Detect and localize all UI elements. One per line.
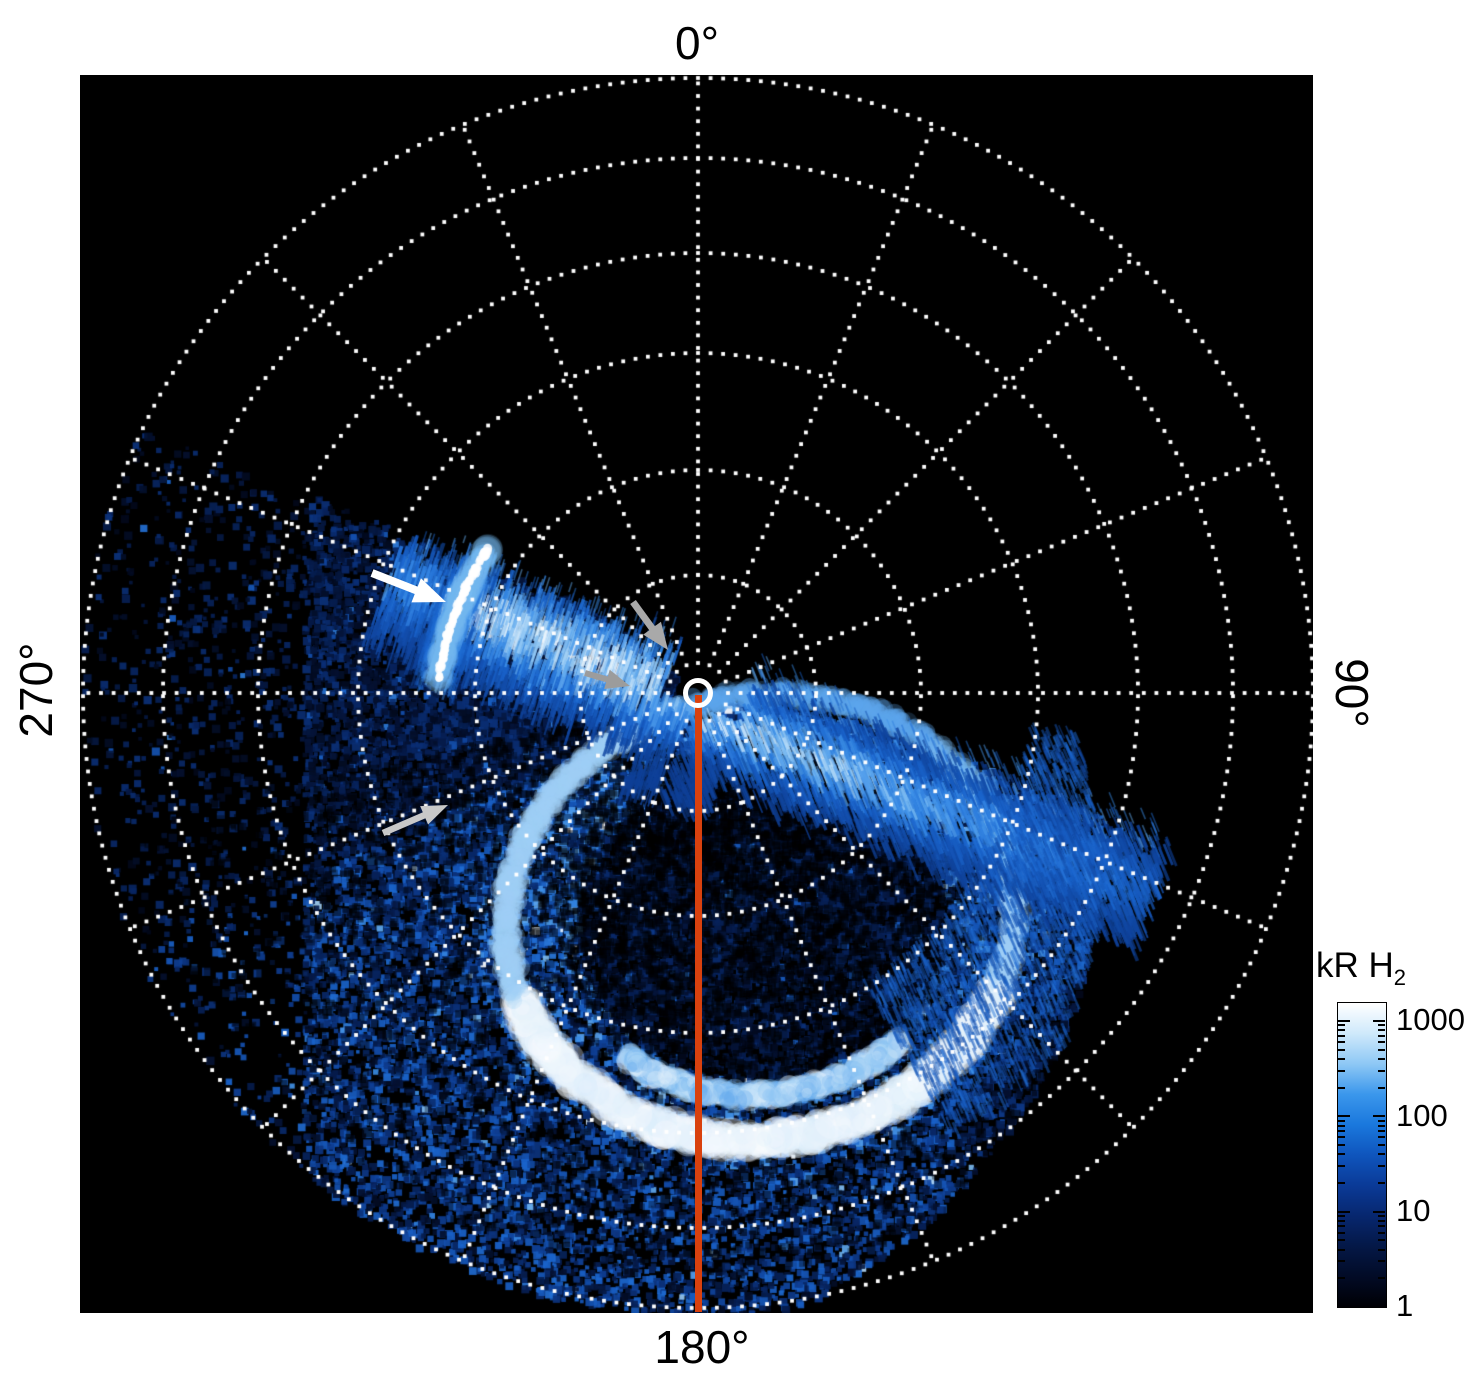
colorbar-tick — [1378, 1219, 1385, 1222]
angle-label-90: 90° — [1326, 658, 1378, 728]
meridian-line — [694, 695, 702, 1312]
colorbar-tick — [1338, 1057, 1345, 1060]
colorbar-tick — [1378, 1130, 1385, 1133]
colorbar-tick — [1378, 1041, 1385, 1044]
colorbar-tick — [1373, 1210, 1385, 1213]
colorbar-gradient — [1337, 1002, 1387, 1308]
colorbar-tick — [1378, 1214, 1385, 1217]
colorbar-tick — [1378, 1057, 1385, 1060]
colorbar-tick — [1378, 1225, 1385, 1228]
colorbar-tick — [1378, 1034, 1385, 1037]
center-pole-marker-icon — [683, 678, 713, 708]
angle-label-270: 270° — [10, 642, 62, 738]
colorbar-tick — [1373, 1115, 1385, 1118]
colorbar-title: kR H2 — [1316, 946, 1406, 991]
colorbar-tick — [1338, 1214, 1345, 1217]
colorbar-tick — [1378, 1119, 1385, 1122]
gray-arrow-upper — [630, 599, 668, 650]
colorbar-tick — [1378, 1277, 1385, 1280]
colorbar-tick — [1338, 1136, 1345, 1139]
colorbar-tick — [1338, 1225, 1345, 1228]
colorbar-tick — [1378, 1143, 1385, 1146]
colorbar-tick — [1338, 1119, 1345, 1122]
colorbar-tick — [1338, 1086, 1345, 1089]
colorbar-tick-label-10: 10 — [1396, 1193, 1431, 1228]
colorbar-tick — [1338, 1048, 1345, 1051]
angle-label-0: 0° — [675, 17, 719, 69]
colorbar-tick — [1338, 1248, 1345, 1251]
colorbar-title-main: kR H — [1316, 946, 1394, 985]
colorbar-tick — [1338, 1130, 1345, 1133]
colorbar-tick — [1338, 1239, 1345, 1242]
colorbar-tick — [1378, 1086, 1385, 1089]
colorbar-tick — [1378, 1181, 1385, 1184]
colorbar-tick — [1338, 1260, 1345, 1263]
colorbar-tick — [1338, 1165, 1345, 1168]
colorbar-tick — [1378, 1260, 1385, 1263]
colorbar-tick — [1338, 1181, 1345, 1184]
colorbar-tick — [1338, 1069, 1345, 1072]
colorbar-tick — [1338, 1024, 1345, 1027]
colorbar-tick — [1338, 1020, 1350, 1022]
colorbar-tick — [1338, 1219, 1345, 1222]
angle-label-180: 180° — [654, 1321, 750, 1373]
colorbar-tick — [1338, 1034, 1345, 1037]
colorbar-tick-label-1: 1 — [1396, 1288, 1414, 1323]
colorbar-tick — [1378, 1029, 1385, 1032]
colorbar-tick — [1378, 1024, 1385, 1027]
colorbar-tick — [1378, 1136, 1385, 1139]
colorbar-tick — [1378, 1069, 1385, 1072]
colorbar-tick — [1378, 1124, 1385, 1127]
colorbar-tick — [1338, 1041, 1345, 1044]
colorbar-tick — [1338, 1277, 1345, 1280]
colorbar-tick-label-1000: 1000 — [1396, 1002, 1465, 1037]
gray-arrow-middle — [584, 669, 630, 689]
colorbar-tick — [1378, 1239, 1385, 1242]
white-arrow — [370, 569, 446, 603]
annotation-arrows — [370, 569, 668, 836]
gray-arrow-lower — [381, 805, 448, 836]
colorbar-tick — [1378, 1153, 1385, 1156]
polar-plot-area — [80, 75, 1313, 1313]
colorbar-tick — [1378, 1231, 1385, 1234]
colorbar-tick — [1338, 1029, 1345, 1032]
colorbar-tick — [1338, 1210, 1350, 1213]
colorbar-tick — [1338, 1231, 1345, 1234]
colorbar-title-sub: 2 — [1393, 965, 1407, 990]
colorbar-tick — [1378, 1048, 1385, 1051]
colorbar-tick-label-100: 100 — [1396, 1098, 1448, 1133]
colorbar-tick — [1338, 1124, 1345, 1127]
colorbar-tick — [1378, 1248, 1385, 1251]
colorbar-tick — [1373, 1020, 1385, 1022]
colorbar-tick — [1338, 1115, 1350, 1118]
colorbar-tick — [1338, 1143, 1345, 1146]
colorbar-tick — [1338, 1153, 1345, 1156]
colorbar-tick — [1378, 1165, 1385, 1168]
